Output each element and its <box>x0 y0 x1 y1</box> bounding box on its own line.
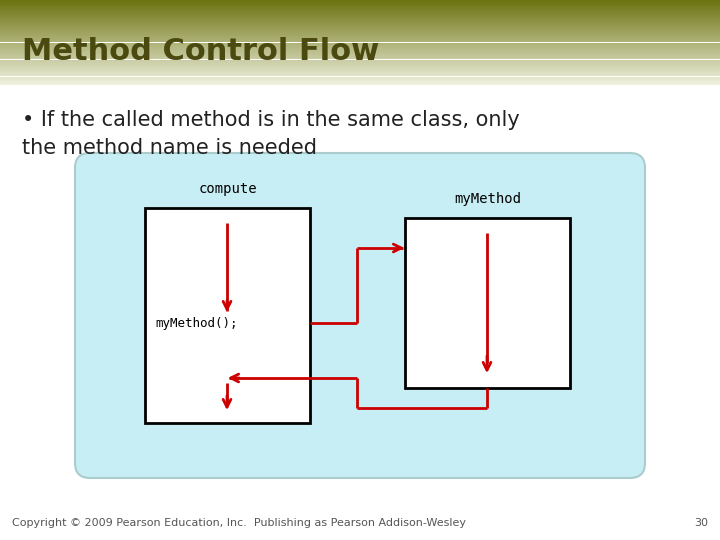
Text: Method Control Flow: Method Control Flow <box>22 37 379 66</box>
Text: • If the called method is in the same class, only
the method name is needed: • If the called method is in the same cl… <box>22 110 520 158</box>
Bar <box>405 218 570 388</box>
Text: compute: compute <box>198 182 257 196</box>
Text: myMethod: myMethod <box>454 192 521 206</box>
Text: Copyright © 2009 Pearson Education, Inc.  Publishing as Pearson Addison-Wesley: Copyright © 2009 Pearson Education, Inc.… <box>12 518 466 528</box>
Text: 30: 30 <box>694 518 708 528</box>
Text: myMethod();: myMethod(); <box>155 316 238 329</box>
Bar <box>145 208 310 423</box>
FancyBboxPatch shape <box>75 153 645 478</box>
